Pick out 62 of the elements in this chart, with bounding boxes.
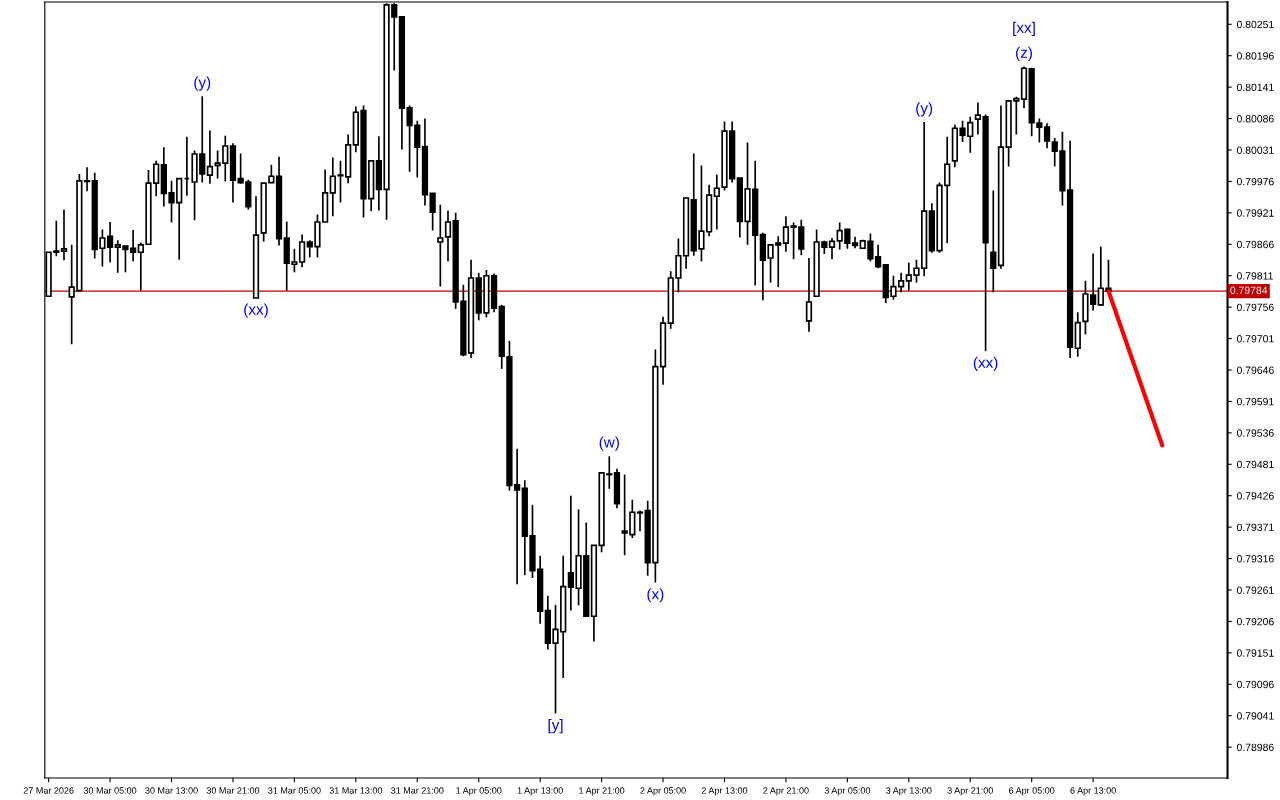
y-tick-label: 0.79921	[1236, 209, 1274, 217]
annotation: (x)	[647, 588, 664, 603]
candlestick	[1043, 122, 1051, 150]
annotation: (y)	[194, 76, 211, 91]
y-tick-label: 0.79261	[1236, 586, 1274, 594]
annotation: (w)	[599, 436, 619, 451]
x-tick-label: 30 Mar 05:00	[83, 787, 137, 794]
annotation: [y]	[548, 718, 563, 734]
y-tick-label: 0.79426	[1236, 492, 1274, 500]
y-tick-label: 0.79591	[1236, 397, 1274, 406]
y-tick-label: 0.80141	[1236, 83, 1274, 92]
annotation: (xx)	[244, 303, 268, 318]
y-tick-label: 0.79866	[1236, 240, 1274, 249]
x-tick-label: 30 Mar 21:00	[206, 787, 260, 794]
annotation: (xx)	[973, 356, 998, 371]
y-tick-label: 0.79811	[1236, 272, 1273, 280]
x-tick-label: 30 Mar 13:00	[145, 787, 198, 794]
y-tick-label: 0.79646	[1236, 366, 1274, 374]
candlestick	[429, 192, 436, 232]
candlestick	[206, 129, 214, 185]
x-tick-label: 3 Apr 13:00	[886, 787, 932, 796]
y-tick-label: 0.79481	[1236, 460, 1274, 469]
x-tick-label: 1 Apr 13:00	[517, 787, 563, 796]
annotation: (y)	[916, 102, 933, 117]
x-tick-label: 3 Apr 05:00	[824, 787, 871, 796]
y-tick-label: 0.79151	[1236, 649, 1274, 657]
y-tick-label: 0.79041	[1236, 712, 1274, 720]
candlestick	[828, 237, 836, 260]
y-tick-label: 0.78986	[1236, 743, 1274, 752]
y-tick-label: 0.79701	[1236, 335, 1274, 343]
x-tick-label: 6 Apr 13:00	[1070, 787, 1116, 796]
annotation: [xx]	[1013, 21, 1035, 37]
candlestick	[805, 257, 813, 333]
y-tick-label: 0.80251	[1236, 20, 1274, 29]
x-tick-label: 3 Apr 21:00	[947, 787, 993, 796]
y-tick-label: 0.79371	[1236, 523, 1274, 532]
x-tick-label: 31 Mar 21:00	[391, 787, 444, 794]
y-tick-label: 0.79976	[1236, 177, 1274, 186]
y-tick-label: 0.79316	[1236, 555, 1274, 563]
candlestick	[437, 204, 444, 288]
y-tick-label: 0.80086	[1236, 115, 1274, 123]
x-tick-label: 31 Mar 05:00	[268, 787, 321, 794]
y-tick-label: 0.79206	[1236, 617, 1274, 626]
x-tick-label: 1 Apr 05:00	[456, 787, 502, 796]
y-tick-label: 0.79536	[1236, 429, 1274, 437]
x-tick-label: 6 Apr 05:00	[1009, 787, 1055, 796]
y-tick-label: 0.79756	[1236, 303, 1274, 312]
x-tick-label: 1 Apr 21:00	[579, 787, 625, 796]
x-tick-label: 2 Apr 05:00	[640, 787, 686, 796]
x-tick-label: 31 Mar 13:00	[329, 787, 383, 794]
candlestick	[444, 209, 452, 263]
candlestick	[60, 208, 68, 262]
y-tick-label: 0.79096	[1236, 680, 1274, 689]
x-tick-label: 27 Mar 2026	[23, 787, 74, 794]
x-tick-label: 2 Apr 13:00	[701, 787, 748, 796]
x-tick-label: 2 Apr 21:00	[763, 787, 809, 796]
annotation: (z)	[1016, 46, 1032, 62]
candlestick	[83, 166, 91, 192]
ref-line-label: 0.79784	[1230, 286, 1268, 294]
y-tick-label: 0.80031	[1236, 146, 1274, 154]
candlestick	[990, 189, 997, 294]
y-tick-label: 0.80196	[1236, 52, 1274, 60]
